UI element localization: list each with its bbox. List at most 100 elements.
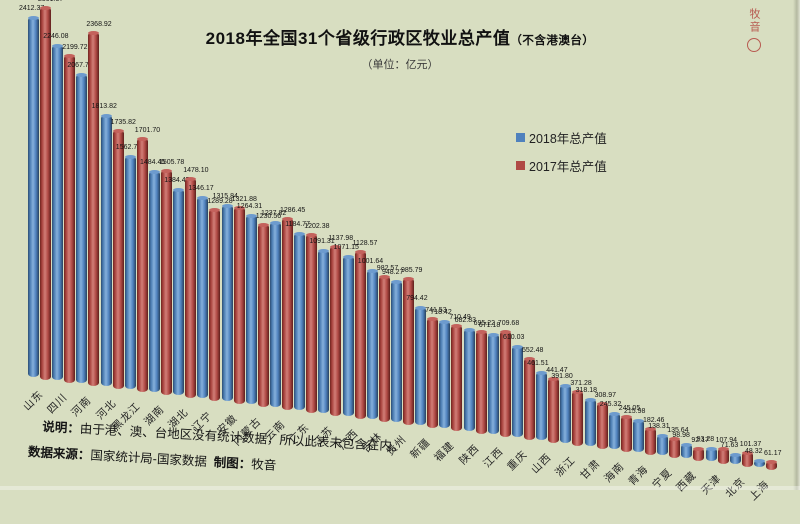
bar-2018-河北 [100,114,112,387]
credit-label: 制图： [213,455,252,472]
bar-2018-广西 [342,255,354,417]
bar-value-2018-福建: 718.42 [430,309,452,317]
bar-2017-河南 [88,31,100,387]
legend-label-2017: 2017年总产值 [529,160,607,174]
bar-value-2018-吉林: 1001.64 [357,257,384,265]
legend-swatch-2017-icon [516,161,525,170]
bar-value-2017-北京: 101.37 [739,441,762,449]
bar-2017-甘肃 [596,402,608,450]
bar-value-2018-上海: 48.32 [745,448,763,456]
bar-value-2017-上海: 61.17 [764,450,782,458]
bar-2018-辽宁 [197,196,209,399]
bar-value-2018-湖北: 1384.45 [164,176,190,184]
bar-2017-四川 [64,53,76,384]
bar-2018-吉林 [366,268,378,420]
bar-value-2018-青海: 215.98 [624,408,646,416]
bar-2017-黑龙江 [136,137,148,393]
bar-2017-湖北 [185,176,197,399]
bar-value-2017-江苏: 1137.98 [328,235,354,243]
legend: 2018年总产值 2017年总产值 [516,129,607,185]
bar-2018-浙江 [560,383,572,444]
bar-2017-浙江 [572,389,584,447]
bar-value-2018-山西: 461.51 [527,359,549,367]
bar-2018-青海 [633,419,644,453]
bar-2018-海南 [608,411,620,450]
bar-value-2017-广东: 1202.38 [304,222,330,230]
bar-value-2017-黑龙江: 1701.70 [134,127,161,135]
bar-value-2017-青海: 182.46 [643,417,665,425]
bar-2018-黑龙江 [124,154,136,390]
bar-value-2017-福建: 710.49 [449,314,471,322]
seal-icon [747,38,761,52]
bar-value-2017-陕西: 695.22 [473,319,496,327]
bar-value-2018-河北: 1813.82 [91,103,117,111]
bar-value-2017-海南: 245.05 [618,404,641,412]
bar-2017-江苏 [330,245,342,417]
notes-block: 说明：由于港、澳、台地区没有统计数据，所以此表未包含在内。 数据来源：国家统计局… [27,415,405,481]
bar-value-2017-湖北: 1478.10 [183,166,209,174]
bar-value-2017-贵州: 985.79 [401,267,423,275]
bar-2018-甘肃 [584,397,596,447]
photo-edge-right [793,0,800,490]
watermark-text: 牧音 [748,8,760,34]
bar-value-2017-四川: 2199.72 [62,43,88,51]
bar-2017-新疆 [427,316,439,429]
bar-value-2018-甘肃: 318.18 [575,386,598,394]
chart-title-paren: （不含港澳台） [510,35,595,47]
bar-2018-江苏 [318,249,330,414]
bar-2017-陕西 [475,329,487,435]
bar-value-2018-江西: 671.18 [478,322,501,330]
bar-2018-新疆 [415,305,427,426]
legend-swatch-2018-icon [516,133,525,142]
bar-value-2018-山东: 2412.37 [19,4,45,12]
bar-2017-青海 [645,427,656,456]
bar-2018-河南 [76,73,88,384]
bar-value-2018-四川: 2246.08 [43,32,69,40]
bar-2017-贵州 [403,277,414,426]
bar-value-2017-江西: 709.68 [497,320,520,328]
bar-value-2017-辽宁: 1289.28 [207,197,233,205]
bar-2017-广东 [306,232,318,414]
bar-value-2017-新疆: 741.53 [425,306,447,314]
bar-value-2017-天津: 107.94 [715,437,738,445]
title-block: 2018年全国31个省级行政区牧业总产值（不含港澳台） （单位：亿元） [80,24,720,72]
bar-value-2017-安徽: 1321.88 [231,195,257,203]
bar-value-2018-重庆: 610.03 [503,334,525,342]
bar-2018-天津 [705,446,717,462]
legend-label-2018: 2018年总产值 [529,132,607,146]
bar-2018-湖北 [173,187,185,396]
bar-value-2018-贵州: 948.27 [382,268,404,276]
bar-2017-福建 [451,324,463,432]
bar-value-2017-吉林: 982.57 [376,264,399,272]
bar-value-2018-内蒙古: 1264.31 [236,203,263,211]
watermark-stamp: 牧音 [746,8,762,52]
bar-value-2018-海南: 245.32 [599,400,622,408]
bar-2018-云南 [270,221,281,408]
bar-2018-广东 [294,232,306,411]
chart-subtitle: （单位：亿元） [361,59,439,71]
bar-value-2018-河南: 2067.71 [67,62,93,70]
bar-2018-内蒙古 [245,214,257,405]
bar-2017-江西 [499,330,511,438]
bar-value-2018-黑龙江: 1562.77 [115,143,142,151]
bar-value-2018-浙江: 391.80 [551,372,573,380]
bar-value-2017-甘肃: 308.97 [594,392,617,400]
bar-value-2018-天津: 93.28 [696,435,715,443]
bar-2017-内蒙古 [257,222,269,408]
bar-2017-广西 [354,249,366,420]
bar-2017-吉林 [378,274,390,423]
chart-title-main: 2018年全国31个省级行政区牧业总产值 [205,29,511,48]
bar-2017-海南 [620,414,632,453]
bar-value-2017-广西: 1128.57 [352,239,378,247]
bar-value-2017-重庆: 552.48 [522,346,544,354]
bar-2018-四川 [52,43,64,381]
bar-value-2017-河北: 1735.82 [110,118,136,126]
bar-value-2018-江苏: 1091.31 [309,238,335,246]
bar-2018-福建 [439,320,451,429]
note-label: 说明： [41,419,81,436]
bar-value-2017-云南: 1286.45 [280,207,306,215]
bar-value-2018-北京: 71.63 [720,441,739,449]
bar-value-2018-辽宁: 1346.17 [188,185,214,193]
chart-canvas: 2018年全国31个省级行政区牧业总产值（不含港澳台） （单位：亿元） 2018… [0,0,800,503]
bar-2018-山西 [536,370,548,441]
